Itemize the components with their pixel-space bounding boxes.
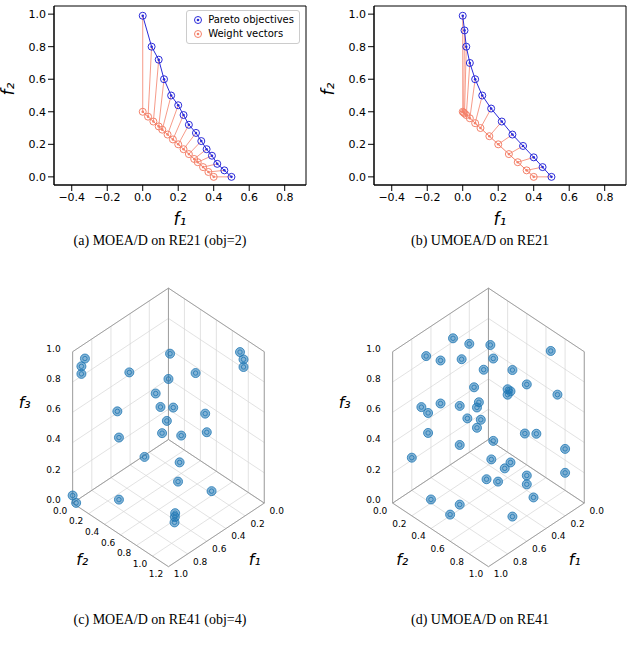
svg-text:0.8: 0.8 <box>29 41 47 54</box>
html-text:(c) MOEA/D on RE41 (obj=4): (c) MOEA/D on RE41 (obj=4) <box>73 612 247 627</box>
svg-text:1.0: 1.0 <box>366 344 381 354</box>
svg-text:0.4: 0.4 <box>551 531 566 541</box>
svg-text:0.4: 0.4 <box>525 191 543 204</box>
svg-text:0.6: 0.6 <box>349 73 367 86</box>
svg-text:0.6: 0.6 <box>29 73 47 86</box>
svg-text:0.0: 0.0 <box>454 191 472 204</box>
svg-text:1.0: 1.0 <box>174 569 189 579</box>
svg-text:0.4: 0.4 <box>411 531 426 541</box>
html-text:Weight vectors: Weight vectors <box>208 28 284 39</box>
svg-text:0.0: 0.0 <box>349 171 367 184</box>
svg-text:0.8: 0.8 <box>596 191 614 204</box>
svg-text:0.6: 0.6 <box>240 191 258 204</box>
svg-text:0.2: 0.2 <box>366 465 380 475</box>
svg-text:0.6: 0.6 <box>212 544 227 554</box>
svg-text:0.4: 0.4 <box>349 106 367 119</box>
svg-text:0.0: 0.0 <box>134 191 152 204</box>
svg-text:0.8: 0.8 <box>513 557 528 567</box>
html-text:(a) MOEA/D on RE21 (obj=2): (a) MOEA/D on RE21 (obj=2) <box>73 233 247 248</box>
svg-text:0.0: 0.0 <box>373 506 388 516</box>
html-text:(b) UMOEA/D on RE21: (b) UMOEA/D on RE21 <box>411 233 549 248</box>
svg-text:0.4: 0.4 <box>205 191 223 204</box>
svg-text:0.2: 0.2 <box>69 516 83 526</box>
svg-text:1.0: 1.0 <box>133 559 148 569</box>
svg-text:f₂: f₂ <box>320 83 338 96</box>
svg-text:0.6: 0.6 <box>431 544 446 554</box>
svg-text:0.2: 0.2 <box>570 519 584 529</box>
svg-text:−0.2: −0.2 <box>94 191 121 204</box>
svg-text:0.2: 0.2 <box>29 138 47 151</box>
svg-text:0.4: 0.4 <box>85 527 100 537</box>
svg-text:1.0: 1.0 <box>349 8 367 21</box>
svg-text:1.0: 1.0 <box>46 344 61 354</box>
html-text:(d) UMOEA/D on RE41: (d) UMOEA/D on RE41 <box>411 612 549 627</box>
svg-text:0.6: 0.6 <box>101 538 116 548</box>
svg-text:f₃: f₃ <box>19 393 31 412</box>
svg-text:0.4: 0.4 <box>231 531 246 541</box>
svg-text:0.0: 0.0 <box>53 506 68 516</box>
svg-text:0.8: 0.8 <box>366 374 381 384</box>
svg-text:0.8: 0.8 <box>276 191 294 204</box>
svg-text:0.8: 0.8 <box>46 374 61 384</box>
svg-text:0.8: 0.8 <box>117 548 132 558</box>
svg-text:0.0: 0.0 <box>366 495 381 505</box>
svg-text:0.6: 0.6 <box>560 191 578 204</box>
svg-text:f₂: f₂ <box>396 550 409 569</box>
svg-text:−0.4: −0.4 <box>378 191 405 204</box>
svg-text:−0.4: −0.4 <box>58 191 85 204</box>
svg-text:1.0: 1.0 <box>469 569 484 579</box>
svg-text:0.4: 0.4 <box>29 106 47 119</box>
svg-text:−0.2: −0.2 <box>414 191 441 204</box>
svg-text:0.2: 0.2 <box>250 519 264 529</box>
svg-text:0.0: 0.0 <box>270 506 285 516</box>
svg-text:1.0: 1.0 <box>494 569 509 579</box>
svg-text:0.6: 0.6 <box>46 404 61 414</box>
svg-text:0.6: 0.6 <box>532 544 547 554</box>
svg-text:1.2: 1.2 <box>149 569 163 579</box>
svg-text:0.2: 0.2 <box>349 138 367 151</box>
svg-text:f₂: f₂ <box>8 83 18 96</box>
svg-text:0.4: 0.4 <box>366 434 381 444</box>
svg-text:0.6: 0.6 <box>366 404 381 414</box>
html-text:Pareto objectives: Pareto objectives <box>208 14 294 25</box>
svg-text:0.0: 0.0 <box>590 506 605 516</box>
svg-text:f₁: f₁ <box>569 550 581 569</box>
svg-text:0.8: 0.8 <box>349 41 367 54</box>
svg-text:f₁: f₁ <box>494 209 507 225</box>
svg-text:0.2: 0.2 <box>392 519 406 529</box>
svg-text:0.8: 0.8 <box>450 557 465 567</box>
svg-text:f₃: f₃ <box>339 393 351 412</box>
svg-text:f₂: f₂ <box>76 550 89 569</box>
svg-text:0.2: 0.2 <box>169 191 187 204</box>
svg-text:0.8: 0.8 <box>193 557 208 567</box>
svg-text:1.0: 1.0 <box>29 8 47 21</box>
svg-text:0.0: 0.0 <box>46 495 61 505</box>
svg-text:0.2: 0.2 <box>489 191 507 204</box>
svg-text:0.0: 0.0 <box>29 171 47 184</box>
svg-text:f₁: f₁ <box>174 209 187 225</box>
svg-text:f₁: f₁ <box>249 550 261 569</box>
svg-text:0.2: 0.2 <box>46 465 60 475</box>
svg-text:0.4: 0.4 <box>46 434 61 444</box>
